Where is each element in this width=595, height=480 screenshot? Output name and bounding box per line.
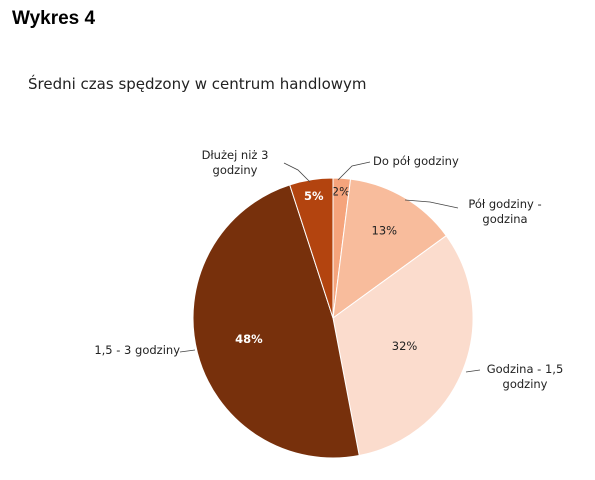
value-label: 48% bbox=[235, 332, 263, 346]
chart-title: Średni czas spędzony w centrum handlowym bbox=[28, 75, 367, 93]
value-label: 5% bbox=[304, 189, 324, 203]
leader-line bbox=[337, 161, 371, 181]
pie-slice bbox=[332, 235, 474, 457]
value-label: 13% bbox=[372, 224, 398, 238]
value-label: 32% bbox=[392, 339, 418, 353]
category-label: Dłużej niż 3 godziny bbox=[201, 148, 269, 177]
category-label: Do pół godziny bbox=[373, 154, 459, 168]
leader-line bbox=[465, 369, 481, 373]
header: Wykres 4 bbox=[12, 8, 96, 29]
leader-line bbox=[179, 349, 196, 353]
value-label: 2% bbox=[332, 185, 350, 199]
pie-slice bbox=[192, 184, 360, 459]
leader-line bbox=[404, 199, 459, 209]
category-label: Godzina - 1,5 godziny bbox=[486, 362, 564, 391]
pie-slice bbox=[332, 178, 447, 320]
category-label: 1,5 - 3 godziny bbox=[94, 343, 180, 357]
pie-slice bbox=[289, 177, 334, 319]
category-label: Pół godziny - godzina bbox=[468, 197, 542, 226]
leader-line bbox=[283, 162, 311, 183]
